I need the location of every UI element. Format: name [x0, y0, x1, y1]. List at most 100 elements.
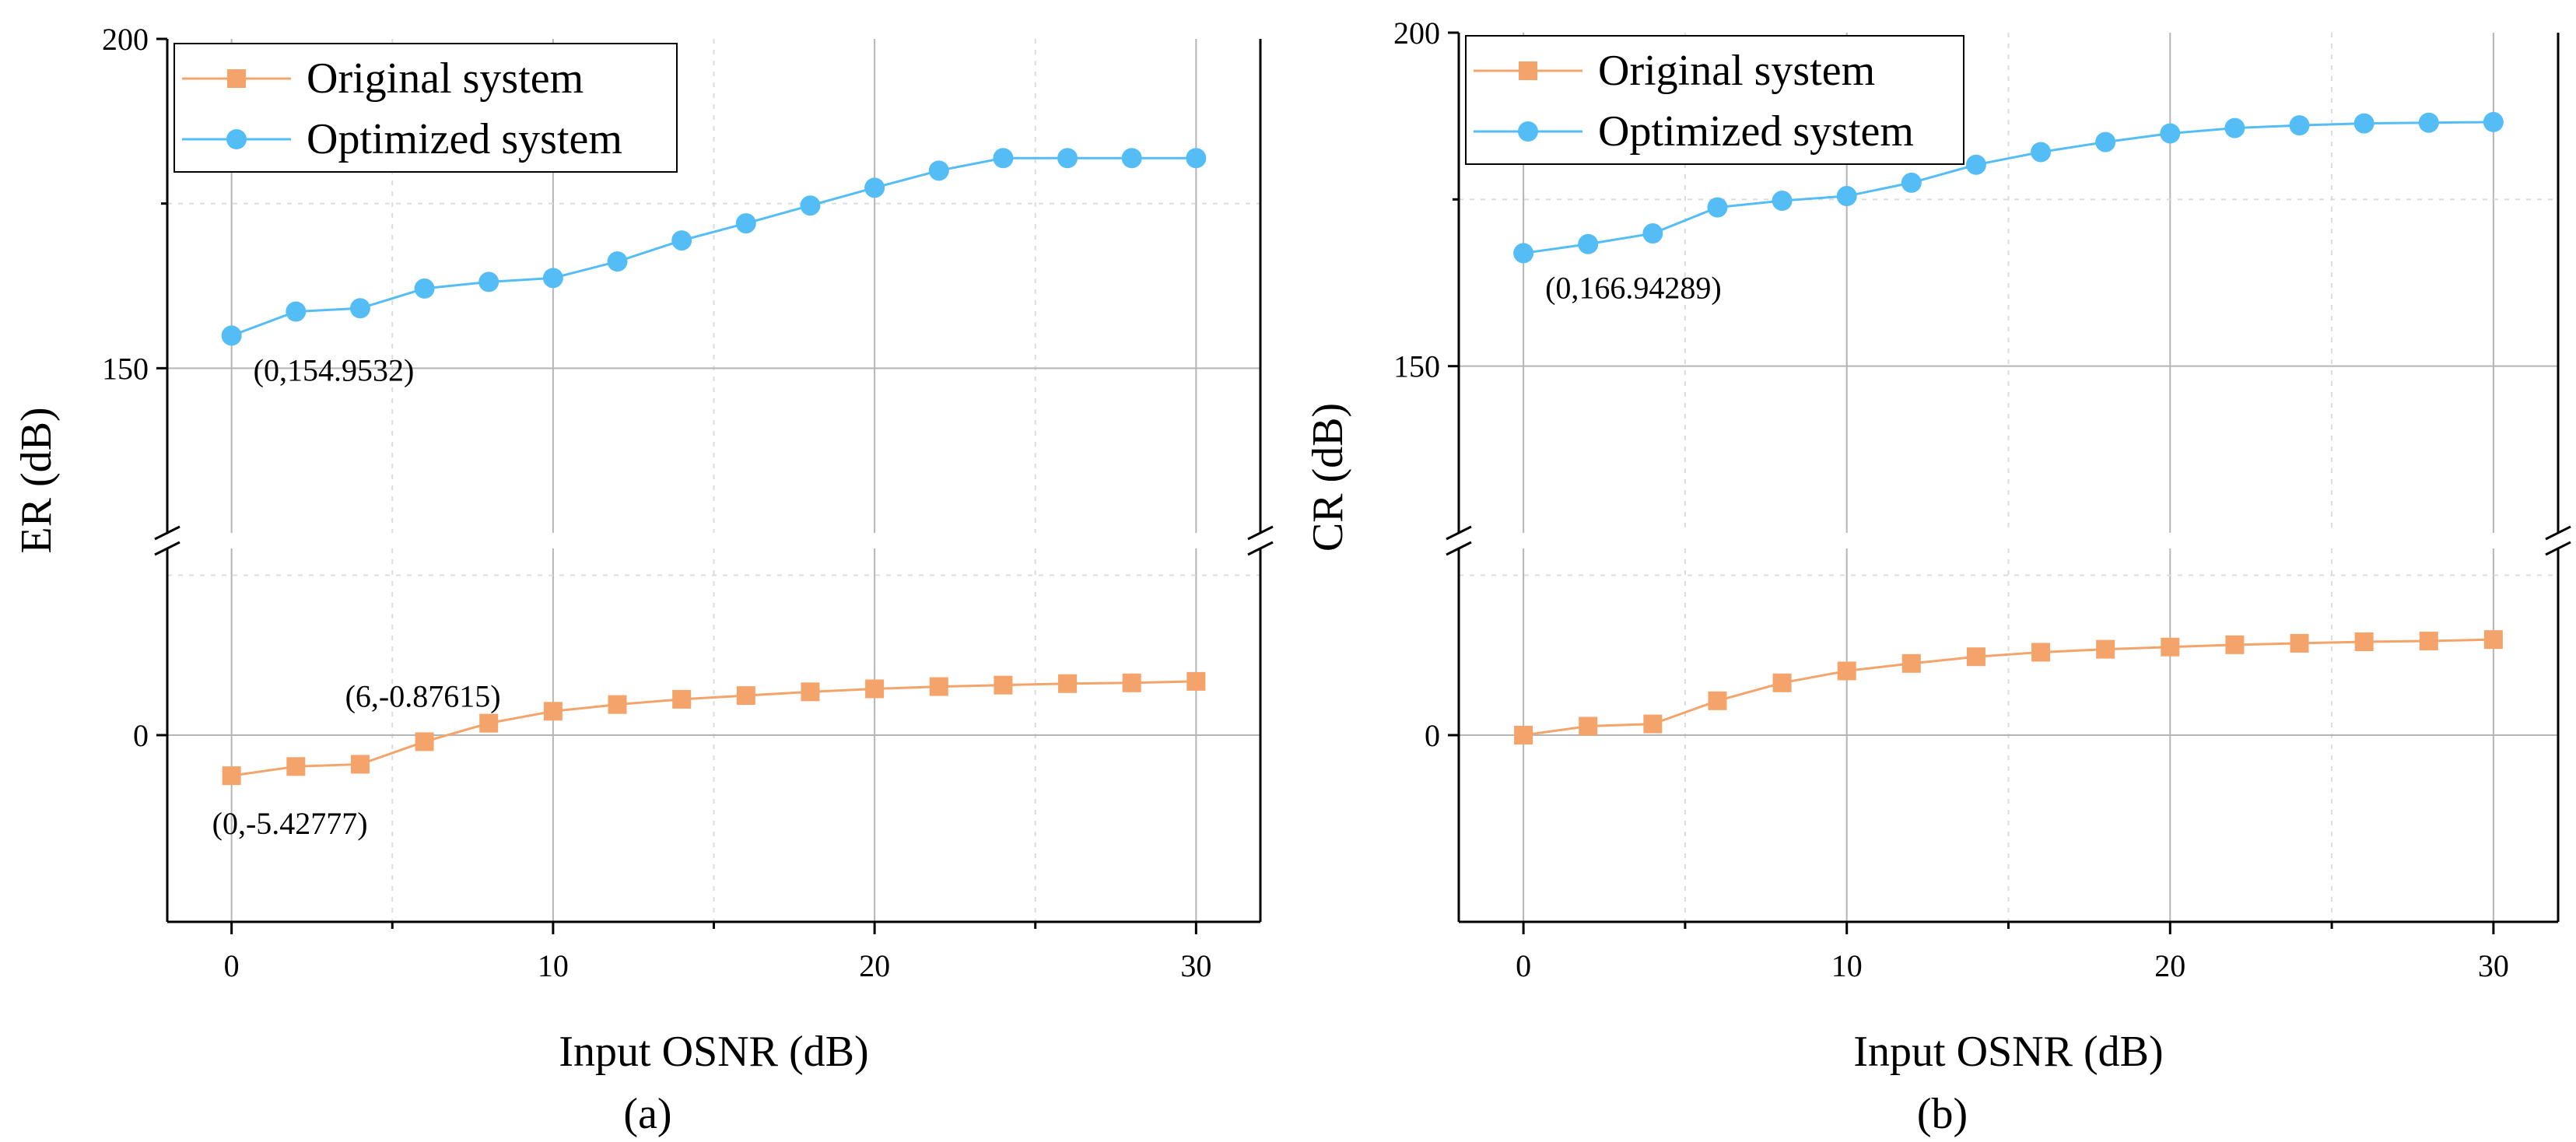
data-point-circle — [1186, 148, 1207, 169]
data-point-circle — [735, 213, 756, 234]
annotation-label: (6,-0.87615) — [345, 678, 501, 713]
legend-entry: Original system — [1598, 47, 1875, 95]
y-tick-label: 150 — [102, 351, 149, 386]
axis-break-mark — [2545, 525, 2571, 541]
data-point-circle — [2031, 142, 2052, 163]
legend-entry: Optimized system — [1598, 107, 1914, 156]
x-tick-label: 0 — [224, 948, 240, 983]
data-point-square — [1901, 653, 1921, 673]
series-original-system — [1514, 630, 2503, 744]
data-point-circle — [671, 230, 692, 251]
data-point-circle — [993, 148, 1014, 169]
x-tick-label: 30 — [2478, 948, 2509, 983]
data-point-circle — [2224, 117, 2245, 138]
y-tick-label: 150 — [1393, 349, 1440, 384]
data-point-circle — [286, 301, 307, 322]
data-point-circle — [1707, 197, 1728, 218]
x-tick-label: 20 — [2154, 948, 2185, 983]
x-axis-title: Input OSNR (dB) — [1853, 1028, 2163, 1076]
data-point-circle — [2160, 123, 2181, 144]
x-tick-label: 10 — [1831, 948, 1863, 983]
legend-marker-circle — [1518, 121, 1538, 142]
data-point-square — [929, 677, 948, 696]
y-axis-title: CR (dB) — [1304, 403, 1352, 552]
series-line — [1523, 121, 2494, 254]
data-point-square — [543, 702, 563, 721]
data-point-circle — [414, 278, 435, 299]
data-point-circle — [1836, 186, 1857, 207]
annotation-label: (0,166.94289) — [1545, 270, 1722, 305]
data-point-circle — [349, 298, 370, 319]
data-point-circle — [2095, 131, 2116, 152]
data-point-square — [2096, 639, 2115, 659]
axis-break-mark — [2545, 541, 2571, 556]
axis-break-mark — [1247, 541, 1274, 556]
y-tick-label: 0 — [1425, 718, 1440, 753]
axis-break-mark — [1446, 525, 1472, 541]
x-axis-title: Input OSNR (dB) — [559, 1028, 868, 1076]
data-point-square — [1186, 671, 1206, 691]
data-point-circle — [1642, 223, 1663, 244]
data-point-circle — [1578, 233, 1599, 254]
data-point-circle — [1965, 154, 1986, 175]
grid — [167, 39, 1260, 922]
data-point-square — [2225, 635, 2245, 654]
chart-panel-2: 0 10 20 30 150 200 0 (0,166.94289) Original syst… — [1304, 16, 2571, 1138]
data-point-square — [672, 689, 692, 709]
data-point-square — [994, 675, 1013, 695]
data-point-square — [350, 755, 370, 774]
data-point-square — [1837, 661, 1856, 681]
chart-panel-1: 0 10 20 30 150 200 0 (0,154.9532) (6,-0.87615) (0… — [12, 22, 1274, 1138]
axis-break-mark — [1247, 525, 1274, 541]
data-point-square — [2290, 633, 2309, 653]
annotation-label: (0,-5.42777) — [212, 806, 368, 841]
series-original-system — [222, 671, 1206, 786]
grid — [1459, 33, 2558, 922]
data-point-circle — [864, 177, 885, 198]
data-point-circle — [800, 195, 821, 216]
data-point-square — [736, 686, 755, 706]
legend-box — [1465, 35, 1964, 165]
series-optimized-system — [1513, 111, 2504, 264]
series-optimized-system — [221, 148, 1207, 346]
data-point-square — [2483, 630, 2503, 650]
data-point-circle — [1772, 191, 1793, 212]
data-point-square — [1122, 673, 1141, 692]
data-point-square — [286, 757, 306, 776]
data-point-circle — [542, 268, 563, 289]
axis-break-mark — [154, 525, 180, 541]
data-point-square — [1579, 716, 1598, 736]
data-point-circle — [1513, 243, 1534, 264]
data-point-square — [1966, 647, 1985, 667]
data-point-circle — [2289, 115, 2310, 136]
data-point-circle — [221, 325, 242, 346]
legend-marker-circle — [226, 129, 247, 149]
data-point-circle — [2353, 113, 2374, 134]
data-point-circle — [607, 251, 628, 272]
legend-entry: Original system — [307, 54, 584, 103]
legend: Original system Optimized system — [173, 43, 678, 173]
x-tick-label: 10 — [538, 948, 569, 983]
data-point-circle — [1057, 148, 1078, 169]
data-point-square — [1772, 673, 1792, 692]
data-point-circle — [478, 271, 499, 293]
data-point-circle — [1901, 172, 1922, 193]
data-point-square — [415, 732, 434, 751]
panel-label: (a) — [623, 1090, 671, 1138]
series-line — [1523, 638, 2494, 737]
data-point-square — [801, 682, 820, 702]
axes: 0 10 20 30 150 200 0 — [1393, 16, 2571, 983]
legend-entry: Optimized system — [307, 115, 622, 163]
data-point-square — [1643, 714, 1663, 734]
y-tick-label: 200 — [102, 22, 149, 57]
axes: 0 10 20 30 150 200 0 — [102, 22, 1274, 983]
data-point-square — [865, 679, 885, 699]
data-point-circle — [928, 160, 949, 181]
data-point-square — [2354, 632, 2374, 651]
panel-label: (b) — [1917, 1090, 1968, 1138]
data-point-square — [1058, 674, 1078, 693]
data-point-square — [608, 695, 627, 714]
data-point-square — [2161, 637, 2180, 657]
y-tick-label: 200 — [1393, 16, 1440, 51]
